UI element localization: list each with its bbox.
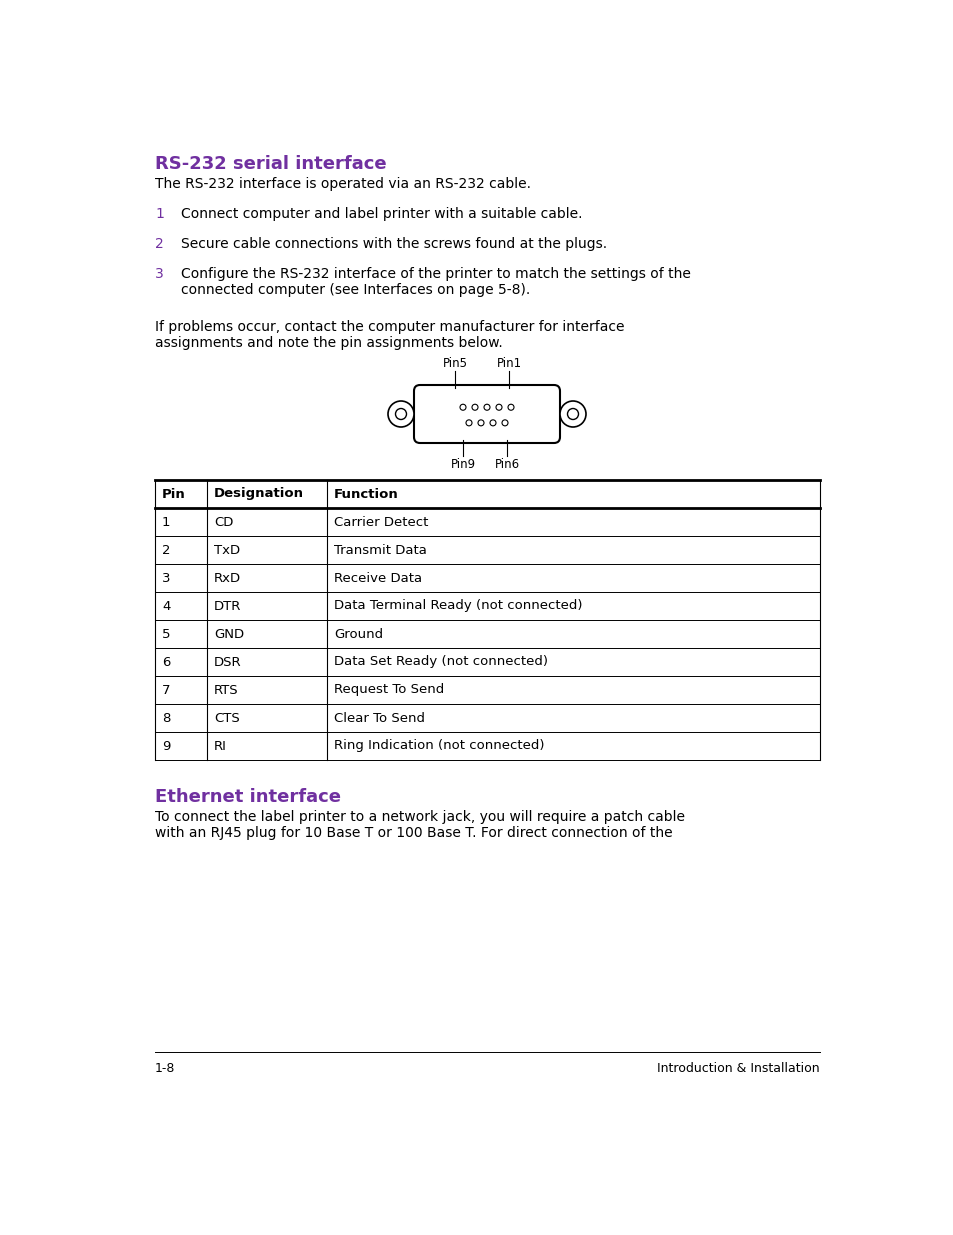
Circle shape — [496, 404, 501, 410]
Text: RS-232 serial interface: RS-232 serial interface — [154, 156, 386, 173]
Text: DSR: DSR — [213, 656, 241, 668]
Text: 9: 9 — [162, 740, 171, 752]
Text: 5: 5 — [162, 627, 171, 641]
Text: 3: 3 — [162, 572, 171, 584]
Text: To connect the label printer to a network jack, you will require a patch cable
w: To connect the label printer to a networ… — [154, 810, 684, 840]
Circle shape — [567, 409, 578, 420]
Text: 3: 3 — [154, 267, 164, 282]
Text: 2: 2 — [162, 543, 171, 557]
Text: CD: CD — [213, 515, 233, 529]
Text: Function: Function — [334, 488, 398, 500]
Text: Designation: Designation — [213, 488, 304, 500]
Text: 8: 8 — [162, 711, 171, 725]
Circle shape — [507, 404, 514, 410]
Text: 4: 4 — [162, 599, 171, 613]
Text: Ground: Ground — [334, 627, 383, 641]
Circle shape — [395, 409, 406, 420]
Text: CTS: CTS — [213, 711, 239, 725]
Text: Data Set Ready (not connected): Data Set Ready (not connected) — [334, 656, 547, 668]
Text: Ring Indication (not connected): Ring Indication (not connected) — [334, 740, 544, 752]
Text: Ethernet interface: Ethernet interface — [154, 788, 340, 806]
FancyBboxPatch shape — [414, 385, 559, 443]
Text: If problems occur, contact the computer manufacturer for interface
assignments a: If problems occur, contact the computer … — [154, 320, 624, 351]
Text: Pin1: Pin1 — [496, 357, 521, 370]
Circle shape — [465, 420, 472, 426]
Text: RI: RI — [213, 740, 227, 752]
Text: Configure the RS-232 interface of the printer to match the settings of the
conne: Configure the RS-232 interface of the pr… — [181, 267, 690, 298]
Circle shape — [501, 420, 507, 426]
Text: Secure cable connections with the screws found at the plugs.: Secure cable connections with the screws… — [181, 237, 606, 251]
Circle shape — [459, 404, 465, 410]
Text: Pin: Pin — [162, 488, 186, 500]
Text: 1-8: 1-8 — [154, 1062, 175, 1074]
Circle shape — [388, 401, 414, 427]
Text: DTR: DTR — [213, 599, 241, 613]
Text: Introduction & Installation: Introduction & Installation — [657, 1062, 820, 1074]
Text: Receive Data: Receive Data — [334, 572, 421, 584]
Text: Clear To Send: Clear To Send — [334, 711, 424, 725]
Text: TxD: TxD — [213, 543, 240, 557]
Text: Pin6: Pin6 — [494, 458, 519, 471]
Text: Carrier Detect: Carrier Detect — [334, 515, 428, 529]
Text: 1: 1 — [162, 515, 171, 529]
Text: 7: 7 — [162, 683, 171, 697]
Circle shape — [559, 401, 585, 427]
Circle shape — [472, 404, 477, 410]
Text: The RS-232 interface is operated via an RS-232 cable.: The RS-232 interface is operated via an … — [154, 177, 531, 191]
Circle shape — [477, 420, 483, 426]
Text: Transmit Data: Transmit Data — [334, 543, 426, 557]
Text: 2: 2 — [154, 237, 164, 251]
Text: Pin9: Pin9 — [450, 458, 475, 471]
Text: Pin5: Pin5 — [442, 357, 467, 370]
Circle shape — [483, 404, 490, 410]
Text: 1: 1 — [154, 207, 164, 221]
Circle shape — [490, 420, 496, 426]
Text: RTS: RTS — [213, 683, 238, 697]
Text: 6: 6 — [162, 656, 171, 668]
Text: Request To Send: Request To Send — [334, 683, 444, 697]
Text: RxD: RxD — [213, 572, 241, 584]
Text: Connect computer and label printer with a suitable cable.: Connect computer and label printer with … — [181, 207, 582, 221]
Text: GND: GND — [213, 627, 244, 641]
Text: Data Terminal Ready (not connected): Data Terminal Ready (not connected) — [334, 599, 582, 613]
